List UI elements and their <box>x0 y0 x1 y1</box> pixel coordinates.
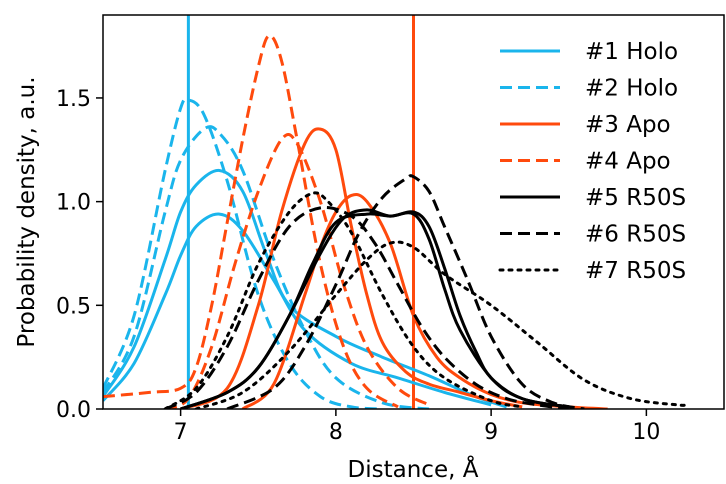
legend-label-6: #6 R50S <box>585 222 686 248</box>
legend: #1 Holo #2 Holo #3 Apo #4 Apo #5 R50S #6 R50S… <box>500 39 686 284</box>
y-axis: 0.0 0.5 1.0 1.5 <box>56 87 103 423</box>
y-axis-title: Probability density, a.u. <box>14 76 40 347</box>
legend-label-5: #5 R50S <box>585 185 686 211</box>
x-tick-label-10: 10 <box>632 420 660 445</box>
y-tick-label-0.5: 0.5 <box>56 294 91 319</box>
x-tick-label-9: 9 <box>484 420 498 445</box>
series-4-curve-1 <box>103 36 398 407</box>
y-tick-label-0.0: 0.0 <box>56 398 91 423</box>
y-tick-label-1.0: 1.0 <box>56 191 91 216</box>
series-7-curve-1 <box>165 193 522 409</box>
series-3-curve-1 <box>181 129 523 409</box>
legend-label-2: #2 Holo <box>585 76 678 102</box>
legend-label-4: #4 Apo <box>585 149 671 175</box>
y-tick-label-1.5: 1.5 <box>56 87 91 112</box>
legend-label-7: #7 R50S <box>585 258 686 284</box>
legend-label-1: #1 Holo <box>585 39 678 65</box>
x-tick-label-8: 8 <box>329 420 343 445</box>
x-tick-label-7: 7 <box>174 420 188 445</box>
series-3 <box>181 129 608 409</box>
legend-label-3: #3 Apo <box>585 112 671 138</box>
x-axis-title: Distance, Å <box>348 455 479 483</box>
x-axis: 7 8 9 10 <box>174 409 661 445</box>
